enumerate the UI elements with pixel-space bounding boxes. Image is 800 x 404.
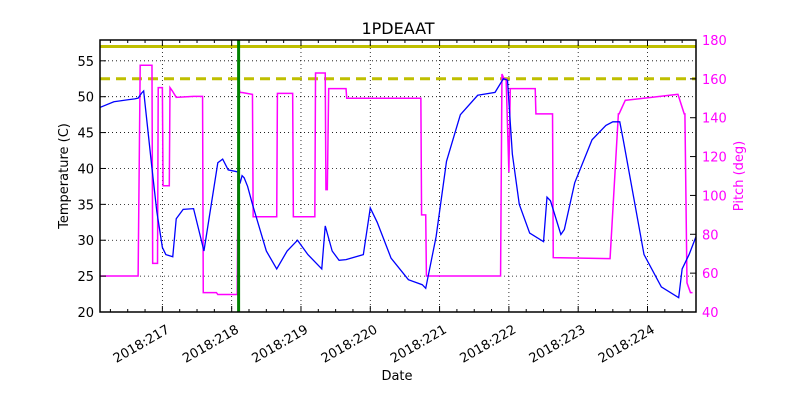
- y2-tick-label: 180: [702, 34, 727, 49]
- y2-tick-label: 40: [702, 306, 719, 321]
- y2-tick-label: 160: [702, 73, 727, 88]
- y2-axis-ticks: 40 60 80 100 120 140 160 180: [690, 34, 727, 321]
- x-axis-label: Date: [381, 369, 412, 384]
- y-tick-label: 50: [77, 91, 94, 106]
- y-axis-ticks: 20 25 30 35 40 45 50 55: [77, 55, 106, 321]
- grid-lines: [100, 40, 696, 313]
- y-tick-label: 30: [77, 234, 94, 249]
- chart-title: 1PDEAAT: [361, 19, 434, 38]
- y-axis-label: Temperature (C): [57, 123, 72, 230]
- y2-tick-label: 80: [702, 228, 719, 243]
- y-tick-label: 55: [77, 55, 94, 70]
- y2-tick-label: 120: [702, 151, 727, 166]
- temperature-series-line: [100, 77, 696, 299]
- y-tick-label: 25: [77, 270, 94, 285]
- y-tick-label: 35: [77, 198, 94, 213]
- reference-lines: [100, 44, 696, 81]
- y2-axis-label: Pitch (deg): [732, 141, 747, 211]
- y2-tick-label: 140: [702, 112, 727, 127]
- plot-frame: [99, 39, 697, 313]
- plot-series: [100, 40, 696, 312]
- y-tick-label: 40: [77, 162, 94, 177]
- pitch-series-line: [100, 64, 693, 296]
- y-tick-label: 45: [77, 127, 94, 142]
- y2-tick-label: 100: [702, 189, 727, 204]
- y2-tick-label: 60: [702, 267, 719, 282]
- y-tick-label: 20: [77, 306, 94, 321]
